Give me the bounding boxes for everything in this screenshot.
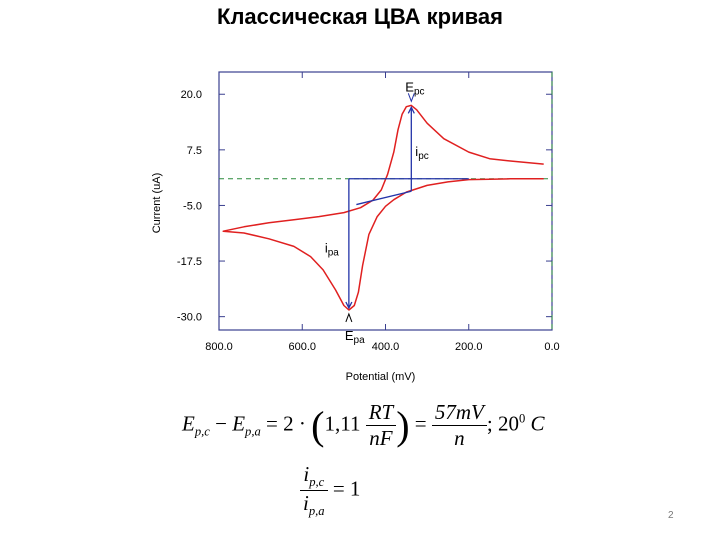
eq1-equals-2: = 2 · bbox=[266, 411, 306, 436]
eq1-lhs-a-sub: p,c bbox=[194, 424, 210, 439]
x-tick-label: 200.0 bbox=[455, 341, 483, 353]
ipc-arrow-head bbox=[407, 105, 415, 114]
eq1-lhs-b-sub: p,a bbox=[245, 424, 261, 439]
eq2-den: i bbox=[303, 491, 309, 516]
y-tick-label: -17.5 bbox=[177, 256, 202, 268]
eq1-fraction-57mv-n: 57mV n bbox=[431, 400, 487, 451]
x-axis-label: Potential (mV) bbox=[346, 371, 416, 383]
eq1-equals: = bbox=[414, 411, 427, 436]
annotation-ipc-subscript: pc bbox=[418, 151, 429, 162]
eq1-fraction-rt-nf: RT nF bbox=[365, 400, 397, 451]
y-tick-label: -30.0 bbox=[177, 312, 202, 324]
page-number: 2 bbox=[668, 510, 674, 521]
eq2-rhs: = 1 bbox=[332, 476, 361, 501]
ipa-arrow-head bbox=[345, 301, 353, 310]
eq1-temp: ; 20 bbox=[486, 411, 519, 436]
eq1-paren-close: ) bbox=[396, 403, 410, 448]
y-tick-label: 20.0 bbox=[181, 89, 202, 101]
eq1-frac2-den: n bbox=[454, 426, 465, 450]
annotation-ipa-text: i bbox=[325, 241, 328, 256]
epc-marker bbox=[407, 93, 415, 103]
slide-title: Классическая ЦВА кривая bbox=[217, 4, 503, 29]
annotation-epc-subscript: pc bbox=[414, 86, 425, 97]
cv-curve bbox=[222, 104, 544, 311]
eq1-paren-open: ( bbox=[311, 403, 325, 448]
annotation-ipc: ipc bbox=[415, 144, 428, 162]
x-tick-label: 400.0 bbox=[372, 341, 400, 353]
annotation-epa-subscript: pa bbox=[354, 335, 366, 346]
y-tick-label: -5.0 bbox=[183, 200, 202, 212]
formula-current-ratio: ip,c ip,a = 1 bbox=[300, 462, 360, 519]
eq2-num: i bbox=[303, 462, 310, 486]
x-tick-label: 800.0 bbox=[205, 341, 233, 353]
eq1-minus: − bbox=[215, 411, 227, 436]
eq2-den-sub: p,a bbox=[308, 504, 325, 519]
eq1-frac1-num: RT bbox=[365, 400, 397, 426]
annotation-epa-text: E bbox=[345, 328, 354, 343]
x-tick-label: 600.0 bbox=[288, 341, 316, 353]
annotation-epc: Epc bbox=[405, 79, 424, 97]
annotation-ipc-text: i bbox=[415, 144, 418, 159]
annotation-ipa: ipa bbox=[325, 241, 339, 259]
annotation-ipa-subscript: pa bbox=[328, 248, 340, 259]
eq1-lhs-b: E bbox=[232, 411, 246, 436]
epa-marker bbox=[345, 312, 353, 323]
eq2-fraction: ip,c ip,a bbox=[300, 462, 328, 519]
y-axis-label: Current (uA) bbox=[151, 173, 163, 234]
annotation-epc-text: E bbox=[405, 79, 414, 94]
plot-frame bbox=[218, 71, 553, 331]
eq1-coef: 1,11 bbox=[324, 411, 361, 436]
baseline-line bbox=[356, 190, 412, 206]
eq1-lhs-a: E bbox=[182, 411, 195, 436]
eq1-frac1-den: nF bbox=[369, 426, 393, 450]
formula-peak-separation: Ep,c − Ep,a = 2 · (1,11 RT nF ) = 57mV n… bbox=[182, 400, 545, 451]
eq2-num-sub: p,c bbox=[309, 475, 325, 490]
eq1-temp-sup: 0 bbox=[518, 411, 526, 426]
annotation-epa: Epa bbox=[345, 328, 365, 346]
eq1-frac2-num: 57mV bbox=[431, 400, 487, 426]
eq1-temp-unit: C bbox=[525, 411, 545, 436]
y-tick-label: 7.5 bbox=[187, 145, 202, 157]
x-tick-label: 0.0 bbox=[544, 341, 559, 353]
